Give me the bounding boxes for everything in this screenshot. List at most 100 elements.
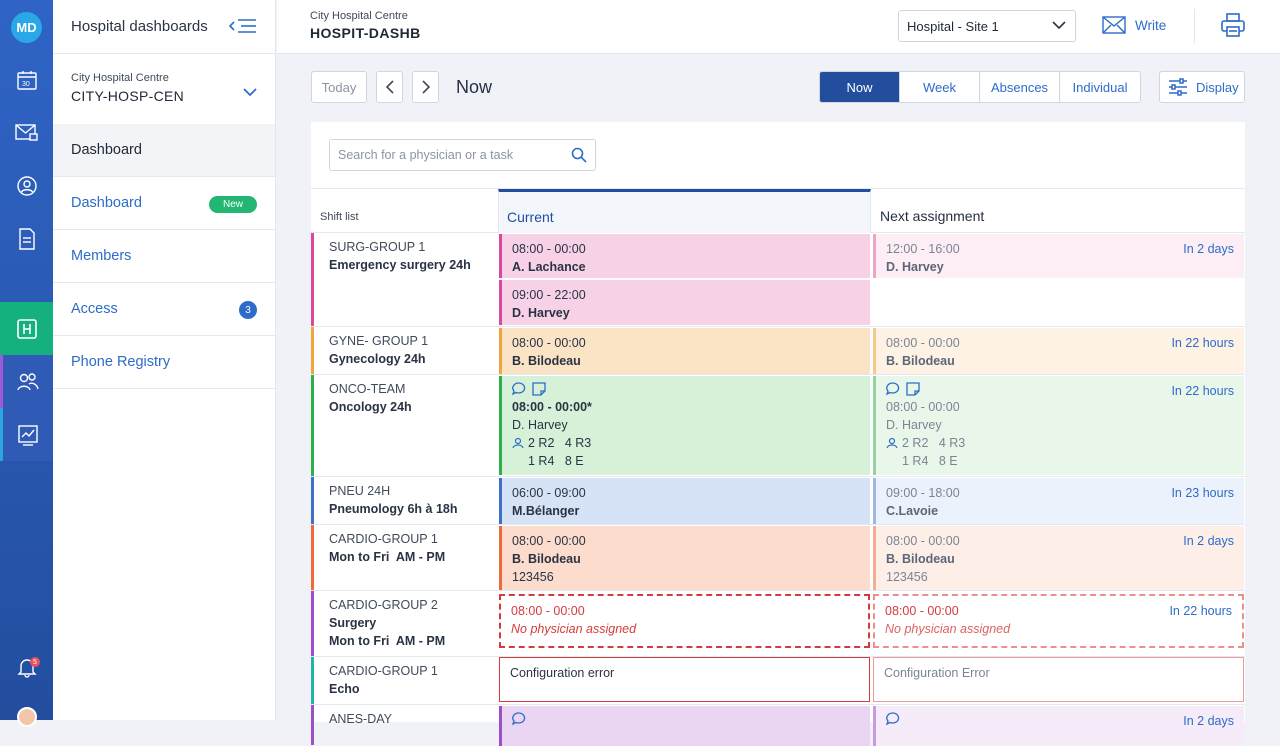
sidebar-item-dashboard[interactable]: Dashboard bbox=[53, 124, 275, 177]
avatar[interactable] bbox=[17, 707, 37, 727]
sidebar-item-phone-registry[interactable]: Phone Registry bbox=[53, 336, 275, 389]
site-select[interactable]: Hospital - Site 1 bbox=[898, 10, 1076, 42]
chevron-down-icon[interactable] bbox=[243, 84, 257, 102]
secure-mail-icon[interactable] bbox=[0, 106, 53, 159]
next-assignment-card[interactable]: 08:00 - 00:00 B. Bilodeau 123456 In 2 da… bbox=[873, 526, 1244, 590]
org-code: CITY-HOSP-CEN bbox=[71, 88, 185, 104]
assignment-card[interactable]: 08:00 - 00:00* D. Harvey 2 R2 4 R3 1 R4 … bbox=[499, 376, 870, 475]
unassigned-card[interactable]: 08:00 - 00:00 No physician assigned bbox=[499, 594, 870, 648]
time-until: In 22 hours bbox=[1171, 384, 1234, 398]
tab-now[interactable]: Now bbox=[820, 72, 900, 102]
dashboard-panel: Search for a physician or a task Shift l… bbox=[311, 122, 1245, 746]
printer-icon[interactable] bbox=[1220, 12, 1246, 43]
shift-cell[interactable]: ONCO-TEAM Oncology 24h bbox=[311, 375, 498, 476]
error-card[interactable]: Configuration error bbox=[499, 657, 870, 702]
access-count-badge: 3 bbox=[239, 301, 257, 319]
table-row: CARDIO-GROUP 1 Echo Configuration error … bbox=[311, 657, 1245, 705]
write-button[interactable]: Write bbox=[1102, 16, 1166, 34]
team-icon[interactable] bbox=[0, 355, 53, 408]
sidebar-item-dashboard-new[interactable]: Dashboard New bbox=[53, 177, 275, 230]
shift-cell[interactable]: SURG-GROUP 1 Emergency surgery 24h bbox=[311, 233, 498, 326]
collapse-menu-icon[interactable] bbox=[228, 17, 257, 42]
shift-cell[interactable]: CARDIO-GROUP 1 Echo bbox=[311, 657, 498, 704]
sidebar-item-members[interactable]: Members bbox=[53, 230, 275, 283]
time-until: In 22 hours bbox=[1171, 336, 1234, 350]
column-shift-list: Shift list bbox=[320, 211, 359, 223]
search-input[interactable]: Search for a physician or a task bbox=[329, 139, 596, 171]
top-bar: City Hospital Centre HOSPIT-DASHB Hospit… bbox=[277, 0, 1280, 54]
tab-absences[interactable]: Absences bbox=[980, 72, 1060, 102]
org-subtitle: City Hospital Centre bbox=[71, 72, 169, 84]
note-icon[interactable] bbox=[532, 382, 546, 396]
user-icon bbox=[886, 437, 898, 449]
hospital-icon[interactable] bbox=[0, 302, 53, 355]
shift-cell[interactable]: CARDIO-GROUP 1 Mon to Fri AM - PM bbox=[311, 525, 498, 590]
search-icon bbox=[571, 147, 587, 163]
next-assignment-card[interactable]: 12:00 - 16:00 D. Harvey In 2 days bbox=[873, 234, 1244, 278]
error-card[interactable]: Configuration Error bbox=[873, 657, 1244, 702]
assignment-card[interactable]: 09:00 - 22:00 D. Harvey bbox=[499, 280, 870, 325]
sliders-icon bbox=[1169, 78, 1187, 96]
next-assignment-card[interactable]: 09:00 - 18:00 C.Lavoie In 23 hours bbox=[873, 478, 1244, 524]
svg-text:30: 30 bbox=[22, 81, 30, 88]
residents-summary: 2 R2 4 R3 bbox=[886, 434, 1234, 452]
previous-button[interactable] bbox=[376, 71, 403, 103]
view-switcher: Now Week Absences Individual bbox=[819, 71, 1141, 103]
table-row: CARDIO-GROUP 1 Mon to Fri AM - PM 08:00 … bbox=[311, 525, 1245, 591]
hospital-title: City Hospital Centre HOSPIT-DASHB bbox=[310, 10, 421, 41]
shift-cell[interactable]: ANES-DAY bbox=[311, 705, 498, 745]
organization-selector[interactable]: City Hospital Centre CITY-HOSP-CEN bbox=[71, 72, 184, 104]
note-icon[interactable] bbox=[906, 382, 920, 396]
table-row: SURG-GROUP 1 Emergency surgery 24h 08:00… bbox=[311, 233, 1245, 327]
shift-cell[interactable]: PNEU 24H Pneumology 6h à 18h bbox=[311, 477, 498, 524]
assignment-card[interactable]: 08:00 - 00:00 B. Bilodeau bbox=[499, 328, 870, 374]
table-row: ONCO-TEAM Oncology 24h 08:00 - 00:00* D.… bbox=[311, 375, 1245, 477]
time-until: In 22 hours bbox=[1169, 604, 1232, 618]
assignment-card[interactable]: 08:00 - 00:00 B. Bilodeau 123456 bbox=[499, 526, 870, 590]
mail-icon bbox=[1102, 16, 1126, 34]
assignment-card[interactable]: 06:00 - 09:00 M.Bélanger bbox=[499, 478, 870, 524]
chevron-left-icon bbox=[385, 80, 394, 94]
sidebar: Hospital dashboards City Hospital Centre… bbox=[53, 0, 276, 720]
shift-cell[interactable]: CARDIO-GROUP 2 Surgery Mon to Fri AM - P… bbox=[311, 591, 498, 656]
assignment-card[interactable]: 08:00 - 00:00 A. Lachance bbox=[499, 234, 870, 278]
profile-icon[interactable] bbox=[0, 159, 53, 212]
app-logo[interactable]: MD bbox=[11, 12, 42, 43]
table-row: ANES-DAY In 2 days bbox=[311, 705, 1245, 746]
chevron-right-icon bbox=[421, 80, 430, 94]
tab-week[interactable]: Week bbox=[900, 72, 980, 102]
tab-individual[interactable]: Individual bbox=[1072, 79, 1128, 95]
comment-icon[interactable] bbox=[511, 712, 526, 726]
calendar-icon[interactable]: 30 bbox=[0, 53, 53, 106]
sidebar-title: Hospital dashboards bbox=[53, 0, 275, 54]
comment-icon[interactable] bbox=[886, 382, 900, 396]
chevron-down-icon bbox=[1052, 21, 1066, 30]
column-current: Current bbox=[498, 189, 871, 233]
comment-icon[interactable] bbox=[512, 382, 526, 396]
unassigned-card[interactable]: 08:00 - 00:00 No physician assigned In 2… bbox=[873, 594, 1244, 648]
next-assignment-card[interactable]: 08:00 - 00:00 B. Bilodeau In 22 hours bbox=[873, 328, 1244, 374]
time-until: In 2 days bbox=[1183, 242, 1234, 256]
period-title: Now bbox=[456, 77, 493, 97]
display-button[interactable]: Display bbox=[1159, 71, 1245, 103]
today-button[interactable]: Today bbox=[311, 71, 367, 103]
next-assignment-card[interactable]: 08:00 - 00:00 D. Harvey 2 R2 4 R3 1 R4 8… bbox=[873, 376, 1244, 475]
shift-cell[interactable]: GYNE- GROUP 1 Gynecology 24h bbox=[311, 327, 498, 374]
divider bbox=[1194, 9, 1195, 43]
next-assignment-card[interactable]: In 2 days bbox=[873, 706, 1244, 746]
sidebar-item-access[interactable]: Access 3 bbox=[53, 283, 275, 336]
chart-board-icon[interactable] bbox=[0, 408, 53, 461]
comment-icon[interactable] bbox=[885, 712, 900, 726]
next-button[interactable] bbox=[412, 71, 439, 103]
time-until: In 23 hours bbox=[1171, 486, 1234, 500]
sidebar-menu: Dashboard Dashboard New Members Access 3 P… bbox=[53, 124, 275, 389]
table-row: PNEU 24H Pneumology 6h à 18h 06:00 - 09:… bbox=[311, 477, 1245, 525]
column-next-assignment: Next assignment bbox=[880, 208, 985, 224]
table-row: CARDIO-GROUP 2 Surgery Mon to Fri AM - P… bbox=[311, 591, 1245, 657]
document-icon[interactable] bbox=[0, 212, 53, 265]
grid-header: Shift list Current Next assignment bbox=[311, 188, 1245, 233]
time-until: In 2 days bbox=[1183, 534, 1234, 548]
assignment-card[interactable] bbox=[499, 706, 870, 746]
time-until: In 2 days bbox=[1183, 714, 1234, 728]
bell-icon[interactable] bbox=[0, 640, 53, 693]
